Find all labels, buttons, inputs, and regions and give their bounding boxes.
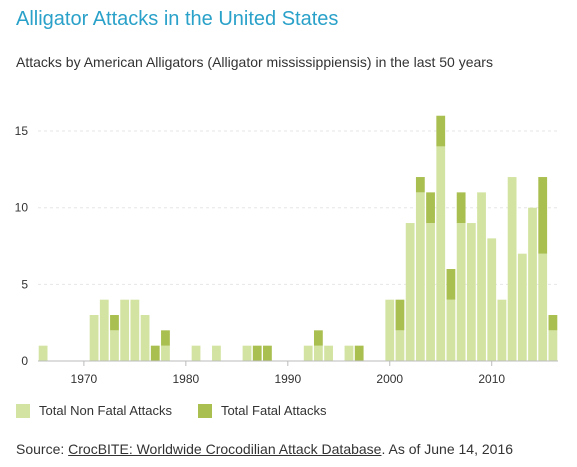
bar-fatal: [548, 315, 558, 331]
bar-non-fatal: [120, 299, 130, 361]
bar-non-fatal: [130, 299, 140, 361]
bar-fatal: [426, 192, 435, 224]
bar-fatal: [110, 315, 119, 331]
legend-item-fatal[interactable]: Total Fatal Attacks: [197, 403, 327, 418]
legend-label-non-fatal: Total Non Fatal Attacks: [39, 403, 172, 418]
source-note: Source: CrocBITE: Worldwide Crocodilian …: [16, 441, 513, 457]
bar-fatal: [252, 345, 262, 361]
bar-non-fatal: [385, 299, 395, 361]
bar-non-fatal: [446, 299, 456, 361]
source-link[interactable]: CrocBITE: Worldwide Crocodilian Attack D…: [68, 441, 382, 457]
legend-swatch-non-fatal: [16, 403, 30, 418]
bar-non-fatal: [140, 315, 150, 361]
bar-non-fatal: [477, 192, 486, 361]
chart-subtitle: Attacks by American Alligators (Alligato…: [16, 54, 493, 70]
bar-non-fatal: [324, 345, 333, 361]
bar-non-fatal: [507, 177, 517, 361]
bar-non-fatal: [242, 345, 252, 361]
bar-non-fatal: [313, 345, 323, 361]
bar-fatal: [446, 269, 456, 300]
y-tick-label: 0: [21, 354, 28, 368]
bar-fatal: [263, 345, 272, 361]
bar-non-fatal: [344, 345, 354, 361]
bar-fatal: [150, 345, 160, 361]
chart-area: 0 5 10 15 1970 1980 1990 2000 2010: [15, 115, 558, 386]
bar-fatal: [395, 299, 405, 331]
legend-swatch-fatal: [197, 403, 212, 418]
bar-non-fatal: [405, 223, 415, 361]
bar-non-fatal: [466, 223, 476, 361]
bar-fatal: [161, 330, 170, 346]
x-tick-label: 1980: [172, 372, 199, 386]
y-tick-label: 15: [15, 124, 29, 138]
bar-fatal: [436, 115, 446, 147]
bar-non-fatal: [99, 299, 109, 361]
bar-non-fatal: [436, 146, 446, 361]
bar-non-fatal: [110, 330, 119, 361]
x-tick-label: 1970: [71, 372, 98, 386]
bar-non-fatal: [548, 330, 558, 361]
source-suffix: . As of June 14, 2016: [381, 441, 514, 457]
bar-non-fatal: [415, 192, 425, 361]
bar-non-fatal: [528, 207, 537, 361]
legend-item-non-fatal[interactable]: Total Non Fatal Attacks: [16, 403, 172, 418]
bar-non-fatal: [161, 345, 170, 361]
bar-fatal: [415, 177, 425, 193]
y-tick-label: 5: [21, 277, 28, 291]
bar-non-fatal: [517, 253, 527, 361]
legend: Total Non Fatal Attacks Total Fatal Atta…: [16, 403, 352, 418]
bar-non-fatal: [538, 253, 548, 361]
legend-label-fatal: Total Fatal Attacks: [220, 403, 327, 418]
bar-non-fatal: [89, 315, 99, 361]
chart-title: Alligator Attacks in the United States: [16, 8, 339, 30]
bar-non-fatal: [426, 223, 435, 361]
bar-non-fatal: [487, 238, 497, 361]
bar-non-fatal: [497, 299, 507, 361]
bar-fatal: [456, 192, 466, 224]
y-tick-label: 10: [15, 201, 29, 215]
bar-non-fatal: [38, 345, 48, 361]
bar-fatal: [313, 330, 323, 346]
x-tick-label: 2010: [478, 372, 505, 386]
bar-non-fatal: [303, 345, 313, 361]
bar-non-fatal: [191, 345, 201, 361]
x-tick-label: 2000: [376, 372, 403, 386]
bar-fatal: [538, 177, 548, 254]
bar-non-fatal: [395, 330, 405, 361]
bar-fatal: [354, 345, 364, 361]
bar-non-fatal: [456, 223, 466, 361]
source-prefix: Source:: [16, 441, 69, 457]
bar-non-fatal: [212, 345, 221, 361]
x-tick-label: 1990: [274, 372, 301, 386]
